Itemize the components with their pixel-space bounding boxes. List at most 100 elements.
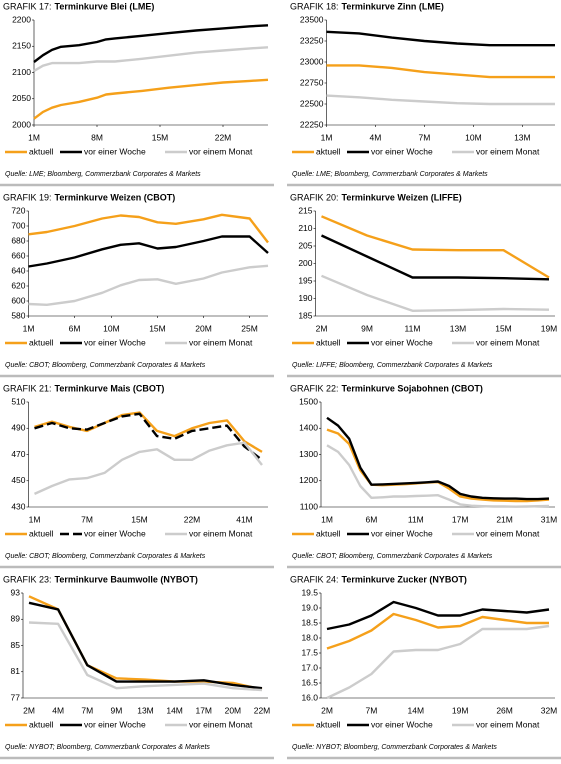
chart-title: Terminkurve Zinn (LME): [342, 1, 444, 11]
x-tick-label: 8M: [91, 132, 103, 142]
x-tick-label: 10M: [103, 323, 120, 333]
x-tick-label: 13M: [514, 132, 531, 142]
y-tick-label: 205: [298, 240, 312, 250]
source-note: Quelle: NYBOT; Bloomberg, Commerzbank Co…: [5, 744, 210, 751]
chart-title: Terminkurve Mais (CBOT): [55, 383, 165, 393]
y-tick-label: 2050: [12, 93, 31, 103]
y-tick-label: 600: [11, 295, 25, 305]
series-line: [33, 24, 269, 63]
y-tick-label: 93: [11, 587, 21, 597]
y-tick-label: 430: [11, 501, 25, 511]
chart-label: GRAFIK 24:: [290, 574, 339, 584]
y-tick-label: 17.5: [301, 647, 318, 657]
chart-title: Terminkurve Zucker (NYBOT): [342, 574, 467, 584]
y-tick-label: 720: [11, 205, 25, 215]
x-tick-label: 1M: [321, 132, 333, 142]
chart-title: Terminkurve Weizen (CBOT): [55, 192, 176, 202]
y-tick-label: 215: [298, 205, 312, 215]
x-tick-label: 6M: [69, 323, 81, 333]
y-tick-label: 17.0: [301, 662, 318, 672]
series-line: [320, 234, 550, 281]
chart-panel: GRAFIK 23: Terminkurve Baumwolle (NYBOT) 7…: [0, 574, 274, 760]
legend-label: vor einer Woche: [371, 337, 433, 347]
x-tick-label: 15M: [152, 132, 169, 142]
x-tick-label: 7M: [419, 132, 431, 142]
y-tick-label: 23000: [300, 56, 324, 66]
x-tick-label: 13M: [450, 323, 467, 333]
y-tick-label: 700: [11, 220, 25, 230]
y-tick-label: 1200: [299, 475, 318, 485]
legend-label: vor einem Monat: [476, 337, 540, 347]
x-tick-label: 15M: [495, 323, 512, 333]
y-tick-label: 580: [11, 310, 25, 320]
x-tick-label: 21M: [496, 514, 513, 524]
y-tick-label: 23500: [300, 14, 324, 24]
x-tick-label: 26M: [496, 705, 513, 715]
source-note: Quelle: CBOT; Bloomberg, Commerzbank Cor…: [292, 553, 493, 560]
y-tick-label: 210: [298, 223, 312, 233]
legend-label: vor einem Monat: [476, 146, 540, 156]
legend-label: aktuell: [316, 719, 341, 729]
legend-label: vor einem Monat: [476, 719, 540, 729]
x-tick-label: 22M: [215, 132, 232, 142]
x-tick-label: 31M: [541, 514, 558, 524]
legend-label: aktuell: [29, 528, 54, 538]
y-tick-label: 680: [11, 235, 25, 245]
y-tick-label: 200: [298, 258, 312, 268]
series-line: [28, 621, 263, 692]
y-tick-label: 660: [11, 250, 25, 260]
legend-label: vor einer Woche: [371, 146, 433, 156]
y-tick-label: 18.5: [301, 617, 318, 627]
x-tick-label: 11M: [408, 514, 424, 524]
source-note: Quelle: LME; Bloomberg, Commerzbank Corp…: [5, 171, 201, 178]
chart-panel: GRAFIK 17: Terminkurve Blei (LME) 2000 2050…: [0, 1, 274, 187]
x-tick-label: 14M: [166, 705, 183, 715]
series-line: [28, 235, 269, 268]
chart-panel: GRAFIK 18: Terminkurve Zinn (LME) 22250 225…: [287, 1, 561, 187]
legend-label: vor einer Woche: [84, 337, 146, 347]
source-note: Quelle: CBOT; Bloomberg, Commerzbank Cor…: [5, 553, 206, 560]
series-line: [28, 601, 263, 690]
x-tick-label: 10M: [465, 132, 482, 142]
y-tick-label: 1100: [300, 501, 319, 511]
x-tick-label: 1M: [28, 132, 40, 142]
series-line: [326, 600, 550, 631]
legend-label: vor einer Woche: [84, 146, 146, 156]
chart-panel: GRAFIK 20: Terminkurve Weizen (LIFFE) 185 1…: [287, 192, 561, 378]
chart-title: Terminkurve Baumwolle (NYBOT): [55, 574, 198, 584]
series-line: [28, 264, 269, 306]
series-line: [28, 213, 269, 244]
legend-label: vor einem Monat: [189, 528, 253, 538]
series-line: [28, 595, 263, 691]
y-tick-label: 2000: [12, 119, 31, 129]
series-line: [321, 274, 550, 312]
y-tick-label: 1500: [299, 396, 318, 406]
legend-label: vor einem Monat: [189, 337, 253, 347]
source-note: Quelle: NYBOT; Bloomberg, Commerzbank Co…: [292, 744, 497, 751]
x-tick-label: 1M: [29, 514, 41, 524]
x-tick-label: 13M: [137, 705, 154, 715]
legend-label: vor einer Woche: [371, 528, 433, 538]
legend-label: aktuell: [29, 146, 54, 156]
x-tick-label: 7M: [81, 705, 93, 715]
y-tick-label: 89: [11, 614, 21, 624]
legend-label: vor einem Monat: [189, 146, 253, 156]
y-tick-label: 19.0: [301, 602, 318, 612]
source-note: Quelle: LME; Bloomberg, Commerzbank Corp…: [292, 171, 488, 178]
y-tick-label: 18.0: [301, 632, 318, 642]
x-tick-label: 22M: [184, 514, 201, 524]
x-tick-label: 32M: [541, 705, 558, 715]
y-tick-label: 22750: [300, 77, 324, 87]
x-tick-label: 2M: [23, 705, 35, 715]
x-tick-label: 2M: [321, 705, 333, 715]
y-tick-label: 190: [298, 293, 312, 303]
legend-label: aktuell: [316, 146, 341, 156]
series-line: [326, 612, 549, 650]
y-tick-label: 19.5: [301, 587, 318, 597]
y-tick-label: 2150: [12, 41, 31, 51]
legend-label: vor einem Monat: [189, 719, 253, 729]
legend-label: aktuell: [29, 719, 54, 729]
source-note: Quelle: CBOT; Bloomberg, Commerzbank Cor…: [5, 362, 206, 369]
x-tick-label: 1M: [321, 514, 333, 524]
y-tick-label: 22500: [300, 98, 324, 108]
